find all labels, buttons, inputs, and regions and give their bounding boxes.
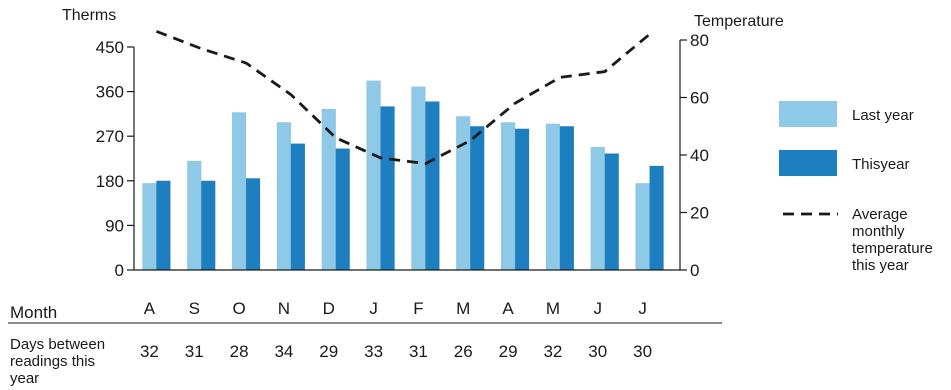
left-axis-title: Therms <box>62 7 116 24</box>
days-value-1: 32 <box>140 342 159 361</box>
days-row-label: readings this <box>10 353 95 370</box>
month-label-9: A <box>502 299 514 318</box>
left-tick-label: 90 <box>105 216 124 235</box>
left-tick-label: 360 <box>96 83 124 102</box>
bar-last-year-8 <box>456 116 471 271</box>
month-label-2: S <box>189 299 200 318</box>
legend-label-temperature: Average <box>852 206 908 223</box>
right-axis-title: Temperature <box>694 13 784 30</box>
bar-this-year-6 <box>380 106 395 271</box>
days-value-11: 30 <box>588 342 607 361</box>
days-value-2: 31 <box>185 342 204 361</box>
legend-label-temperature: temperature <box>852 240 933 257</box>
right-tick-label: 20 <box>690 204 709 223</box>
days-value-5: 29 <box>319 342 338 361</box>
month-label-4: N <box>278 299 290 318</box>
month-label-5: D <box>323 299 335 318</box>
legend-swatch-this-year <box>779 150 837 176</box>
left-tick-label: 0 <box>115 261 124 280</box>
bar-last-year-10 <box>545 123 561 271</box>
legend-label-temperature: this year <box>852 257 909 274</box>
days-value-12: 30 <box>633 342 652 361</box>
days-value-6: 33 <box>364 342 383 361</box>
month-label-12: J <box>638 299 647 318</box>
left-tick-label: 450 <box>96 38 124 57</box>
bar-last-year-9 <box>500 122 516 271</box>
temperature-layer <box>155 30 651 166</box>
legend-label-temperature: monthly <box>852 223 905 240</box>
days-value-7: 31 <box>409 342 428 361</box>
days-row-label: year <box>10 370 39 387</box>
legend-swatch-last-year <box>779 101 837 127</box>
axes-layer: 450 360 270 180 90 0 Therms 80 60 40 20 0 Temperatur… <box>62 7 784 280</box>
bar-last-year-5 <box>321 108 336 271</box>
bar-this-year-7 <box>425 101 440 271</box>
legend-label-last-year: Last year <box>852 107 914 124</box>
bar-last-year-11 <box>590 146 605 271</box>
month-label-7: F <box>413 299 423 318</box>
bar-this-year-10 <box>559 126 575 271</box>
temperature-line <box>155 30 651 166</box>
right-tick-label: 40 <box>690 146 709 165</box>
legend-label-this-year: Thisyear <box>852 156 910 173</box>
bar-last-year-6 <box>366 80 381 271</box>
bar-this-year-4 <box>290 143 306 271</box>
days-row-label: Days between <box>10 336 105 353</box>
bar-this-year-8 <box>470 126 485 271</box>
month-label-6: J <box>369 299 378 318</box>
bar-this-year-12 <box>649 165 664 271</box>
bar-last-year-2 <box>187 160 202 271</box>
month-row-label: Month <box>10 303 57 322</box>
days-value-8: 26 <box>454 342 473 361</box>
days-value-9: 29 <box>499 342 518 361</box>
bar-this-year-5 <box>335 148 350 271</box>
days-value-3: 28 <box>230 342 249 361</box>
right-tick-label: 60 <box>690 89 709 108</box>
bar-this-year-1 <box>156 180 171 271</box>
month-label-10: M <box>546 299 560 318</box>
bar-this-year-9 <box>514 128 530 271</box>
bar-last-year-7 <box>411 86 426 271</box>
bar-this-year-3 <box>245 178 261 271</box>
days-value-4: 34 <box>274 342 293 361</box>
legend: Last year Thisyear Averagemonthlytemperatu… <box>779 101 933 274</box>
month-label-11: J <box>594 299 603 318</box>
bar-last-year-3 <box>231 112 247 271</box>
left-tick-label: 180 <box>96 172 124 191</box>
left-tick-label: 270 <box>96 127 124 146</box>
month-label-1: A <box>144 299 156 318</box>
bar-this-year-2 <box>201 180 216 271</box>
month-label-8: M <box>456 299 470 318</box>
bar-this-year-11 <box>604 153 619 271</box>
right-tick-label: 0 <box>690 261 699 280</box>
right-tick-label: 80 <box>690 31 709 50</box>
bar-last-year-1 <box>142 183 157 271</box>
month-label-3: O <box>232 299 245 318</box>
bar-last-year-4 <box>276 122 292 271</box>
bar-last-year-12 <box>635 183 650 271</box>
bars-layer <box>142 80 664 271</box>
days-value-10: 32 <box>543 342 562 361</box>
